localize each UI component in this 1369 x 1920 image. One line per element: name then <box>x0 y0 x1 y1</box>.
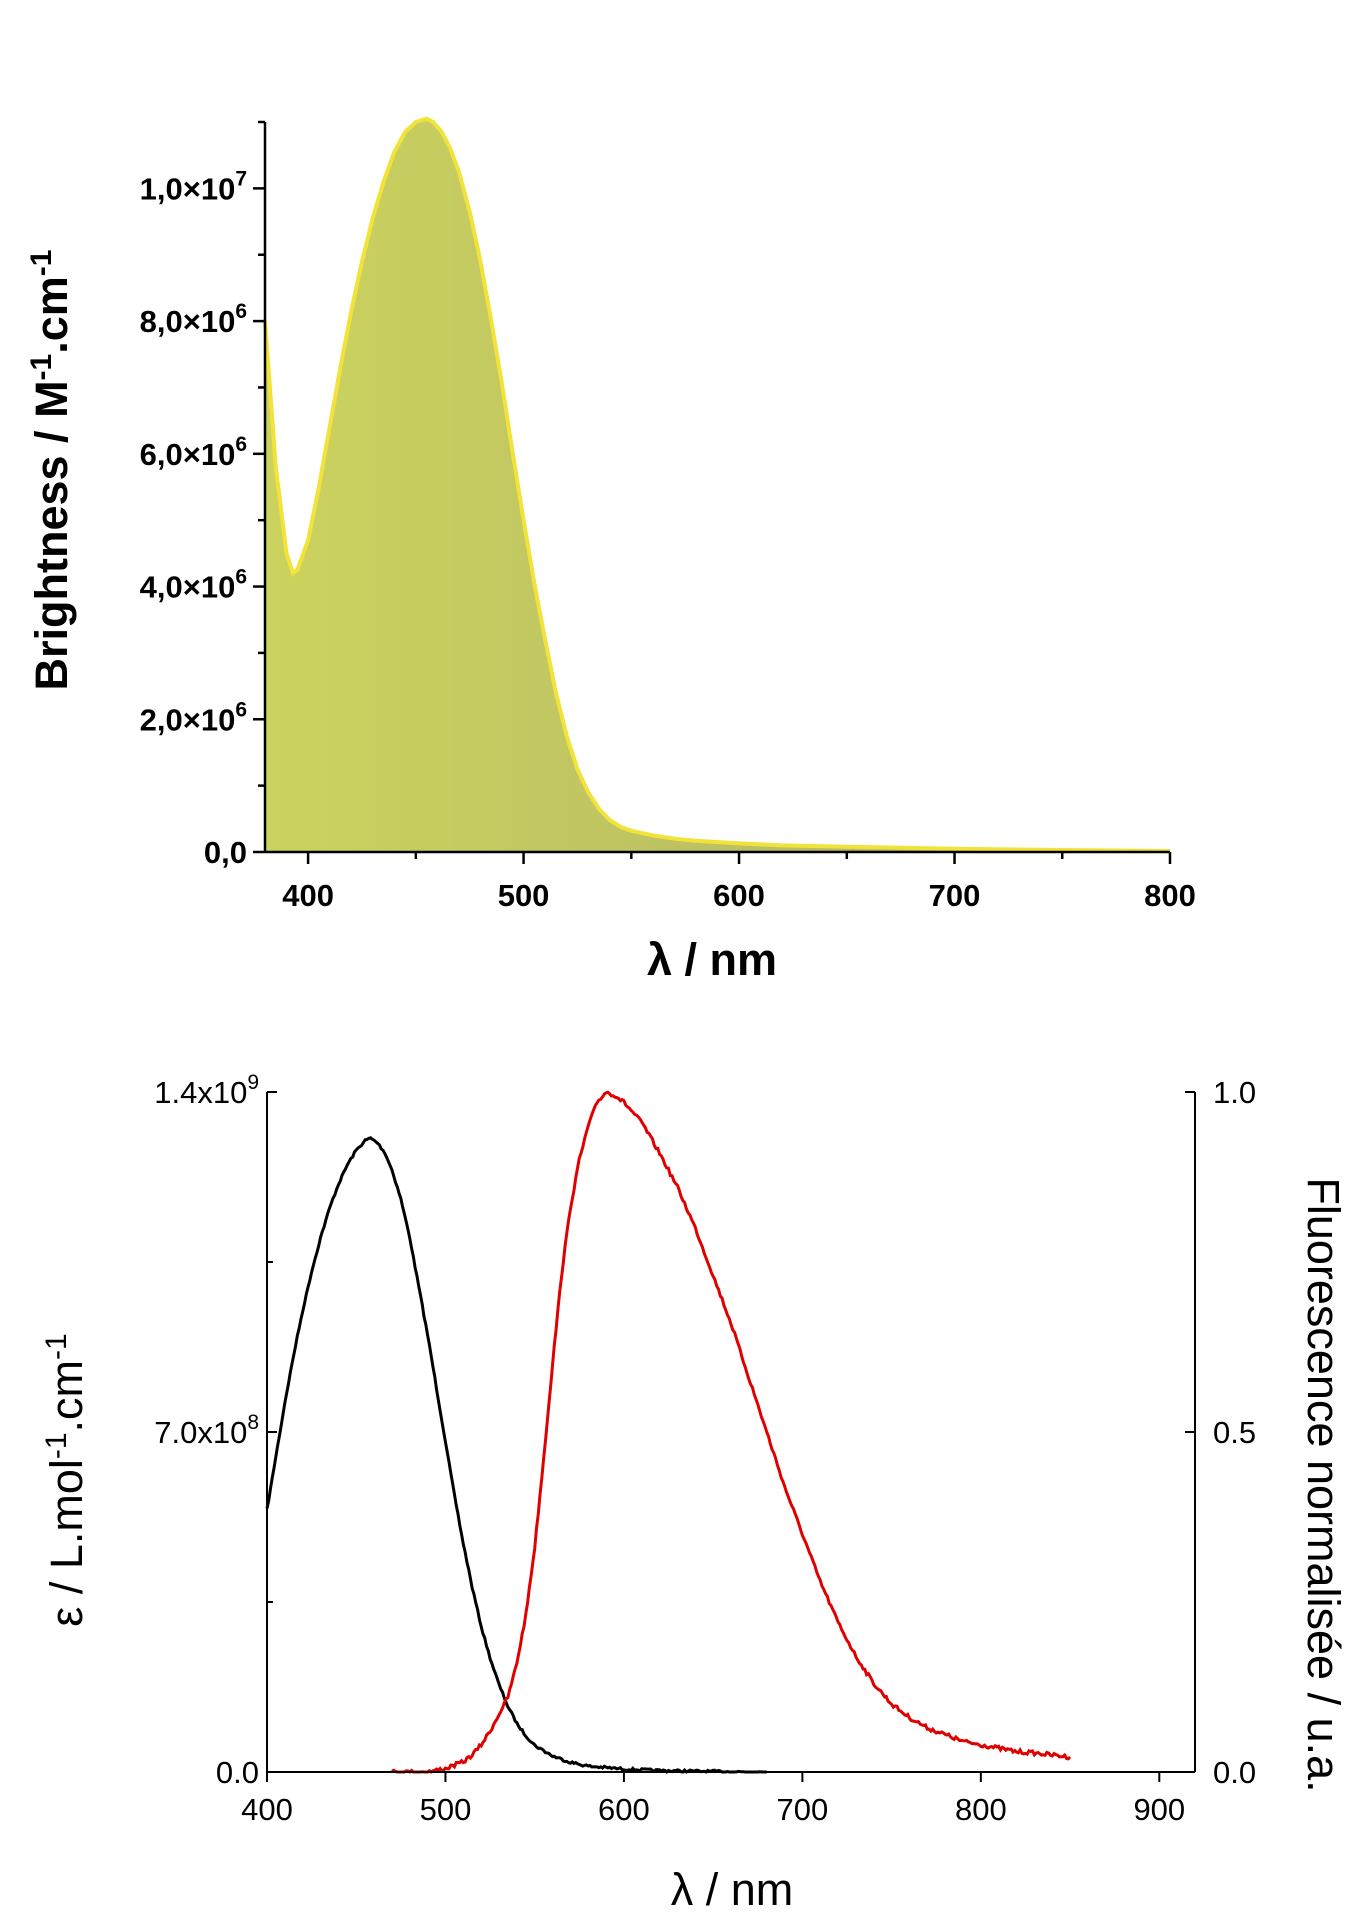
y-tick-label: 6,0×106 <box>140 433 247 472</box>
y-tick-label: 1,0×107 <box>140 167 247 206</box>
y2-tick-label: 0.5 <box>1213 1415 1256 1450</box>
y-tick-label: 7.0x108 <box>154 1411 259 1450</box>
brightness-outline <box>263 116 1171 853</box>
spectra-left-title-sup2: -1 <box>40 1333 73 1360</box>
y-tick-label: 0,0 <box>204 835 247 870</box>
spectra-chart: 400 500 600 700 800 900 0.0 7.0x108 1.4x109 0.0… <box>40 1071 1349 1915</box>
spectra-x-axis-title: λ / nm <box>671 1864 794 1915</box>
spectra-left-title-part2: .cm <box>41 1360 92 1433</box>
y2-tick-label: 0.0 <box>1213 1755 1256 1790</box>
spectra-left-ticks: 0.0 7.0x108 1.4x109 <box>154 1071 277 1790</box>
y-tick-label: 0.0 <box>216 1755 259 1790</box>
brightness-y-title-sup2: -1 <box>25 250 58 277</box>
brightness-chart: 400 500 600 700 800 0,0 2,0×106 4,0×106 6,0×106… <box>25 116 1196 985</box>
x-tick-label: 600 <box>713 878 765 913</box>
absorption-curve <box>265 1136 767 1774</box>
brightness-y-title-part1: Brightness / M <box>26 380 77 690</box>
brightness-y-title-part2: .cm <box>26 276 77 354</box>
y-tick-label: 8,0×106 <box>140 300 247 339</box>
x-tick-label: 500 <box>498 878 550 913</box>
spectra-x-ticks: 400 500 600 700 800 900 <box>241 1772 1185 1827</box>
brightness-y-ticks: 0,0 2,0×106 4,0×106 6,0×106 8,0×106 1,0×107 <box>140 120 265 870</box>
spectra-left-axis-title: ε / L.mol-1.cm-1 <box>40 1333 92 1626</box>
spectra-right-axis-title: Fluorescence normalisée / u.a. <box>1298 1177 1349 1792</box>
spectra-left-title-part1: ε / L.mol <box>41 1459 92 1627</box>
x-tick-label: 400 <box>282 878 334 913</box>
x-tick-label: 800 <box>1144 878 1196 913</box>
brightness-x-ticks: 400 500 600 700 800 <box>282 852 1196 913</box>
spectra-left-title-sup1: -1 <box>40 1432 73 1459</box>
x-tick-label: 500 <box>420 1792 472 1827</box>
brightness-x-axis-title: λ / nm <box>647 934 777 985</box>
x-tick-label: 700 <box>929 878 981 913</box>
y-tick-label: 2,0×106 <box>140 698 247 737</box>
brightness-area <box>265 118 1170 852</box>
x-tick-label: 600 <box>598 1792 650 1827</box>
y2-tick-label: 1.0 <box>1213 1075 1256 1110</box>
fluorescence-curve <box>391 1090 1072 1774</box>
x-tick-label: 900 <box>1133 1792 1185 1827</box>
x-tick-label: 400 <box>241 1792 293 1827</box>
y-tick-label: 1.4x109 <box>154 1071 259 1110</box>
x-tick-label: 800 <box>955 1792 1007 1827</box>
brightness-y-axis-title: Brightness / M-1.cm-1 <box>25 250 77 691</box>
x-tick-label: 700 <box>777 1792 829 1827</box>
spectra-right-ticks: 0.0 0.5 1.0 <box>1185 1075 1256 1790</box>
brightness-y-title-sup1: -1 <box>25 354 58 381</box>
y-tick-label: 4,0×106 <box>140 566 247 605</box>
